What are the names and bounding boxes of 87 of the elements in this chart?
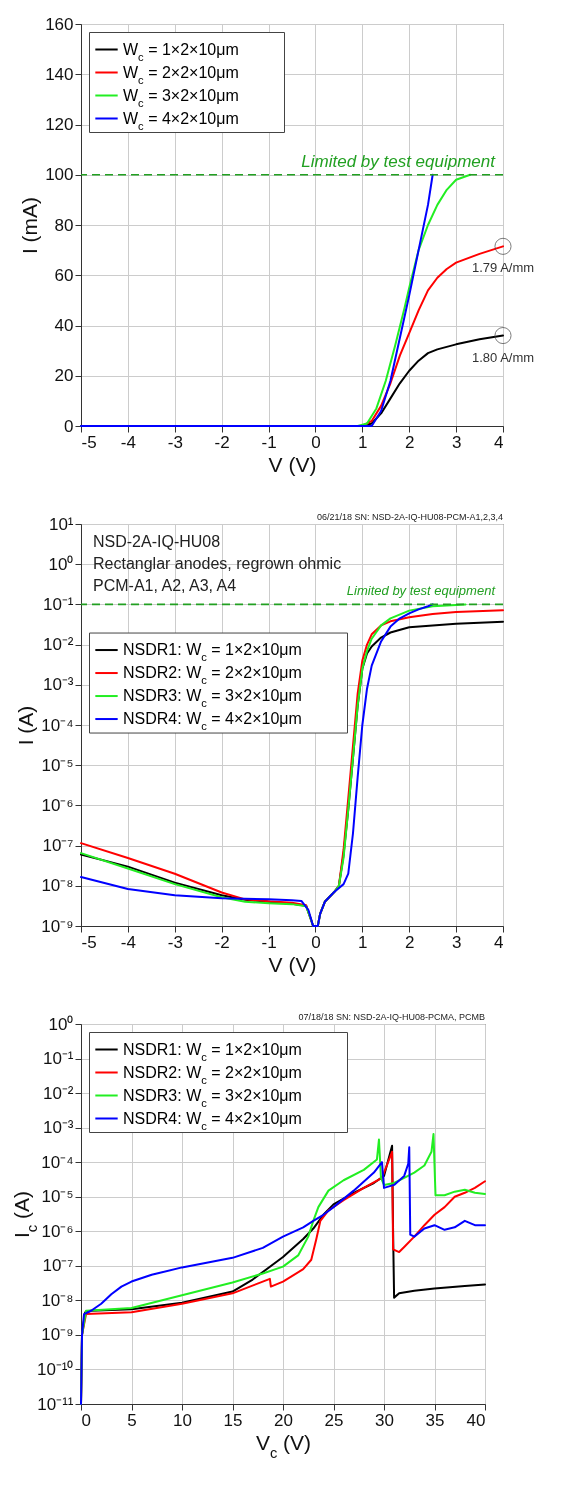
y-tick-label: 10⁻² [42, 1083, 74, 1103]
x-tick-label: -1 [261, 932, 277, 952]
x-axis-title: V$_{c}$ (V) [255, 1430, 312, 1461]
y-tick-label: 80 [54, 215, 74, 235]
x-tick-label: 4 [494, 932, 504, 952]
y-tick-label: 20 [54, 366, 74, 386]
y-tick-label: 10⁻³ [42, 675, 74, 695]
y-tick-label: 10⁻⁴ [41, 1152, 74, 1172]
y-tick-label: 10⁻⁸ [41, 876, 74, 896]
x-axis-title: V (V) [268, 452, 317, 476]
y-tick-label: 0 [64, 416, 74, 436]
legend-label: NSDR1: W$_{c}$ = 1×2×10μm [123, 641, 302, 664]
ref-line-label: Limited by test equipment [301, 151, 497, 171]
x-tick-label: 0 [311, 432, 321, 452]
legend-label: NSDR2: W$_{c}$ = 2×2×10μm [123, 1063, 302, 1086]
annotation: PCM-A1, A2, A3, A4 [93, 577, 237, 594]
y-tick-label: 140 [45, 64, 74, 84]
annotation: 1.79 A/mm [471, 260, 535, 276]
x-tick-label: 20 [274, 1410, 293, 1430]
legend-label: NSDR4: W$_{c}$ = 4×2×10μm [123, 1109, 302, 1132]
y-tick-label: 40 [54, 316, 74, 335]
y-axis-title: I (A) [14, 705, 38, 746]
y-tick-label: 10⁰ [48, 1014, 74, 1034]
annotation: Rectanglar anodes, regrown ohmic [93, 555, 342, 572]
y-tick-label: 10¹ [48, 514, 74, 534]
x-tick-label: -4 [120, 432, 136, 452]
y-tick-label: 10⁻⁹ [41, 1325, 74, 1345]
x-tick-label: 0 [311, 932, 321, 952]
text: 07/18/18 SN: NSD-2A-IQ-HU08-PCMA, PCMB [298, 1012, 485, 1022]
x-axis-title: V (V) [268, 952, 317, 976]
y-tick-label: 10⁻⁷ [42, 836, 74, 856]
x-tick-label: 3 [451, 932, 462, 952]
legend-label: NSDR4: W$_{c}$ = 4×2×10μm [123, 710, 302, 733]
y-tick-label: 10⁰ [48, 554, 74, 574]
x-tick-label: 35 [425, 1410, 445, 1430]
legend-label: NSDR3: W$_{c}$ = 3×2×10μm [123, 1086, 302, 1109]
x-tick-label: 3 [451, 432, 462, 452]
y-tick-label: 10⁻¹⁰ [36, 1359, 74, 1379]
y-tick-label: 10⁻¹¹ [37, 1394, 74, 1414]
x-tick-label: 1 [358, 432, 368, 452]
y-tick-label: 100 [45, 165, 74, 185]
legend-label: W$_{c}$ = 3×2×10μm [123, 86, 239, 109]
y-axis-title: I (mA) [18, 196, 42, 255]
legend-label: W$_{c}$ = 2×2×10μm [123, 63, 239, 86]
y-tick-label: 120 [45, 115, 74, 134]
y-tick-label: 10⁻² [42, 635, 74, 655]
ref-line-label: Limited by test equipment [346, 583, 497, 599]
y-tick-label: 10⁻⁵ [41, 755, 74, 775]
legend-label: NSDR3: W$_{c}$ = 3×2×10μm [123, 687, 302, 710]
y-tick-label: 10⁻⁶ [41, 1221, 74, 1241]
x-tick-label: 40 [466, 1410, 486, 1430]
x-tick-label: -4 [120, 932, 136, 952]
text: 06/21/18 SN: NSD-2A-IQ-HU08-PCM-A1,2,3,4 [316, 512, 503, 522]
x-tick-label: -5 [81, 932, 97, 952]
y-tick-label: 60 [54, 265, 74, 285]
x-tick-label: 0 [81, 1410, 91, 1430]
y-tick-label: 10⁻⁶ [41, 795, 74, 815]
y-tick-label: 10⁻⁷ [42, 1256, 74, 1276]
x-tick-label: 1 [358, 932, 368, 952]
y-tick-label: 10⁻⁸ [41, 1290, 74, 1310]
legend-label: W$_{c}$ = 4×2×10μm [123, 109, 239, 132]
annotation: 1.80 A/mm [471, 349, 535, 365]
y-tick-label: 10⁻¹ [42, 1049, 74, 1069]
legend-label: W$_{c}$ = 1×2×10μm [123, 40, 239, 63]
x-tick-label: -3 [167, 932, 183, 952]
y-tick-label: 160 [45, 14, 74, 34]
x-tick-label: 25 [324, 1410, 344, 1430]
x-tick-label: 10 [173, 1410, 192, 1430]
x-tick-label: 4 [494, 432, 504, 452]
x-tick-label: 30 [375, 1410, 394, 1430]
x-tick-label: -2 [214, 932, 230, 952]
x-tick-label: -3 [167, 432, 183, 452]
x-tick-label: 15 [223, 1410, 243, 1430]
x-tick-label: -5 [81, 432, 97, 452]
x-tick-label: -1 [261, 432, 277, 452]
x-tick-label: 2 [404, 432, 415, 452]
legend-label: NSDR2: W$_{c}$ = 2×2×10μm [123, 664, 302, 687]
y-tick-label: 10⁻⁴ [41, 715, 74, 735]
y-tick-label: 10⁻³ [42, 1118, 74, 1138]
annotation: NSD-2A-IQ-HU08 [93, 533, 221, 550]
legend-label: NSDR1: W$_{c}$ = 1×2×10μm [123, 1040, 302, 1063]
y-tick-label: 10⁻⁵ [41, 1187, 74, 1207]
x-tick-label: -2 [214, 432, 230, 452]
x-tick-label: 2 [404, 932, 415, 952]
y-tick-label: 10⁻¹ [42, 594, 74, 614]
y-tick-label: 10⁻⁹ [41, 916, 74, 936]
x-tick-label: 5 [127, 1410, 137, 1430]
